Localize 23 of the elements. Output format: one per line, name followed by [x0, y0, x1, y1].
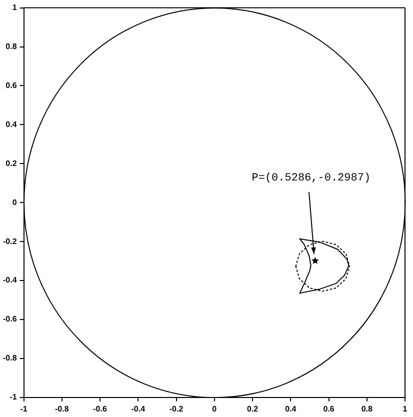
annotation: P=(0.5286,-0.2987): [252, 172, 371, 185]
x-tick-label: 0.4: [285, 404, 297, 414]
y-tick-label: 0.8: [6, 42, 18, 51]
x-tick-label: -0.6: [93, 404, 108, 414]
x-tick-label: 1: [402, 404, 408, 414]
y-tick-label: 0: [12, 198, 18, 207]
y-tick-label: -0.2: [2, 236, 18, 246]
x-tick-label: 0.6: [323, 404, 335, 414]
y-tick-label: -0.4: [2, 276, 18, 285]
x-tick-label: -0.8: [55, 404, 70, 414]
y-tick-label: 0.6: [6, 80, 18, 90]
y-tick-label: -0.8: [2, 354, 18, 363]
x-tick-label: -0.4: [131, 404, 146, 414]
y-tick-label: 0.2: [6, 158, 18, 168]
x-tick-label: -1: [20, 404, 28, 414]
y-tick-label: -0.6: [2, 314, 18, 324]
y-tick-label: 0.4: [6, 120, 18, 129]
x-tick-label: 0.2: [246, 404, 259, 414]
x-tick-label: -0.2: [169, 404, 184, 414]
y-tick-label: 1: [12, 3, 18, 12]
y-tick-label: -1: [10, 392, 18, 402]
x-tick-label: 0: [212, 404, 218, 414]
x-tick-label: 0.8: [361, 404, 373, 414]
